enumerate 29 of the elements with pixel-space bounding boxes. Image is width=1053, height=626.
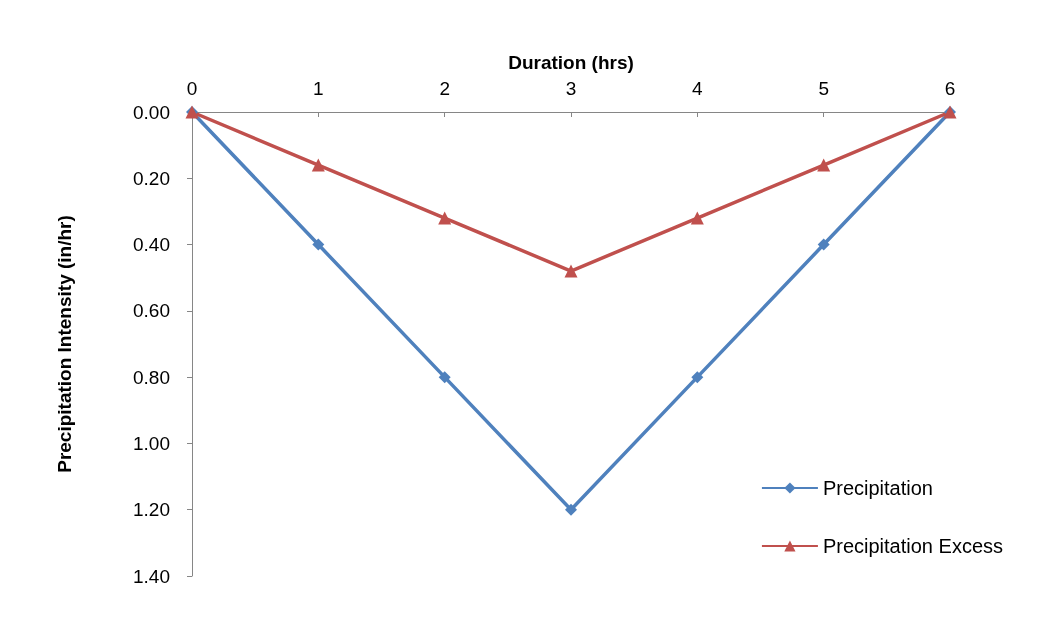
point	[438, 371, 451, 384]
legend-label: Precipitation	[822, 477, 933, 499]
legend-label: Precipitation Excess	[822, 535, 1003, 557]
point	[817, 238, 830, 251]
point	[312, 238, 325, 251]
x-tick-label: 3	[565, 78, 577, 99]
y-tick-label: 0.40	[133, 234, 170, 256]
y-tick-label: 0.00	[133, 101, 170, 123]
point	[691, 371, 704, 384]
x-tick-label: 2	[439, 78, 450, 99]
y-tick-label: 0.60	[133, 300, 170, 322]
x-tick-label: 4	[692, 78, 704, 99]
x-tick-label: 6	[944, 78, 956, 99]
y-tick-label: 1.00	[133, 432, 170, 454]
x-tick-label: 0	[186, 78, 198, 99]
point	[565, 503, 577, 516]
y-axis-title: Precipitation Intensity (in/hr)	[54, 215, 75, 473]
point	[438, 211, 452, 225]
point	[817, 158, 831, 172]
x-tick-label: 5	[818, 78, 829, 99]
x-tick-label: 1	[313, 78, 324, 99]
y-tick-label: 0.20	[133, 167, 170, 189]
y-tick-label: 0.80	[133, 366, 170, 388]
y-tick-label: 1.20	[133, 499, 170, 521]
x-axis-title: Duration (hrs)	[508, 52, 634, 73]
y-tick-label: 1.40	[133, 565, 170, 587]
point	[564, 264, 578, 278]
point	[311, 158, 325, 172]
point	[690, 211, 704, 225]
